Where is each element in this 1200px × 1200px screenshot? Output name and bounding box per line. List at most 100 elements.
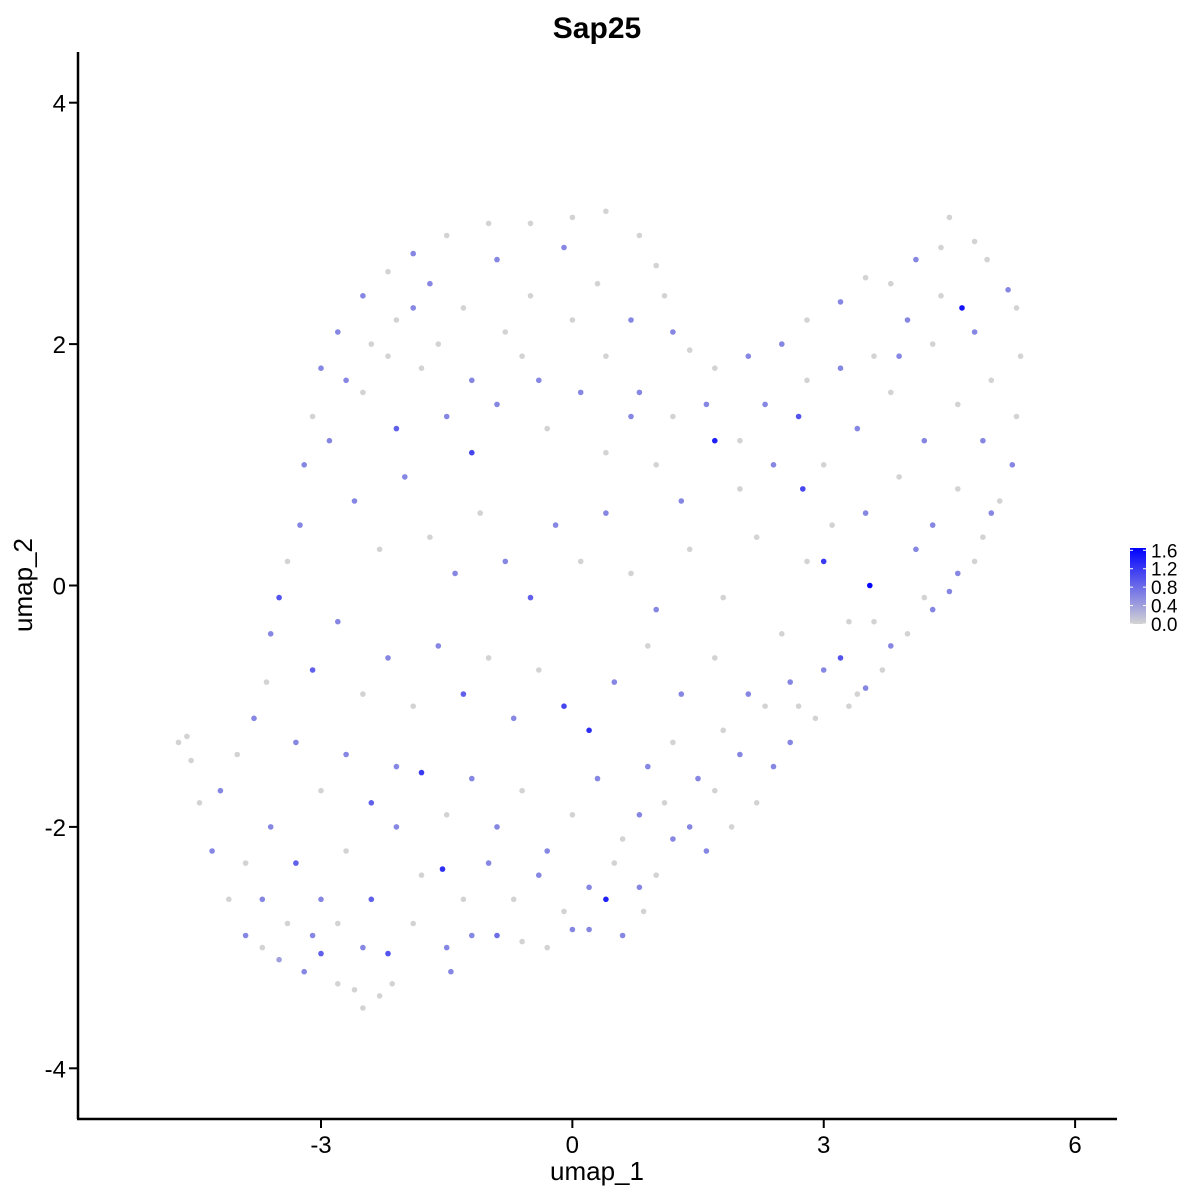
data-point [921, 437, 928, 444]
data-point [569, 214, 576, 221]
data-point [594, 775, 601, 782]
data-point [753, 800, 760, 806]
data-point [385, 268, 391, 275]
data-point [980, 437, 986, 444]
data-point [351, 498, 358, 504]
data-point [812, 715, 819, 722]
data-point [477, 510, 484, 516]
data-point [611, 679, 618, 685]
data-point [955, 570, 961, 577]
data-point [234, 751, 240, 758]
data-point [603, 449, 609, 456]
data-point [762, 703, 768, 709]
data-point [552, 522, 559, 528]
data-point [343, 377, 349, 384]
data-point [217, 787, 224, 794]
data-point [913, 546, 919, 553]
data-point [510, 715, 517, 722]
colorbar-legend: 0.00.40.81.21.6 [1130, 541, 1178, 636]
data-point [318, 365, 324, 372]
data-point [854, 691, 861, 697]
data-point [335, 618, 341, 625]
data-point [984, 256, 990, 263]
data-point [485, 220, 492, 227]
data-point [988, 377, 995, 384]
data-point [318, 950, 324, 957]
data-point [640, 908, 647, 915]
data-point [971, 329, 978, 335]
data-point [360, 1005, 366, 1011]
data-point [820, 667, 827, 673]
data-point [460, 896, 467, 903]
data-point [494, 256, 500, 263]
data-point [938, 244, 944, 251]
data-point [297, 522, 303, 528]
data-point [494, 932, 500, 939]
data-point [188, 757, 194, 764]
data-point [561, 908, 567, 915]
data-point [867, 582, 873, 589]
data-point [519, 938, 525, 945]
data-point [955, 401, 961, 408]
data-point [929, 522, 936, 528]
data-point [653, 606, 659, 613]
data-point [888, 389, 894, 396]
data-point [309, 413, 316, 420]
data-point [184, 733, 190, 740]
data-point [527, 293, 534, 299]
data-point [1013, 305, 1020, 311]
data-point [309, 932, 316, 939]
data-point [435, 341, 442, 347]
data-point [368, 896, 375, 903]
data-point [376, 546, 383, 553]
data-point [594, 280, 601, 287]
data-point [196, 800, 203, 806]
data-point [460, 691, 467, 697]
data-point [561, 244, 567, 251]
y-tick-label: -4 [45, 1056, 66, 1083]
data-point [276, 594, 282, 601]
data-point [577, 558, 584, 565]
data-point [343, 751, 349, 758]
data-point [544, 425, 550, 432]
data-point [653, 872, 659, 878]
x-axis-ticks: -3 0 3 6 [310, 1119, 1082, 1159]
data-point [586, 884, 592, 891]
data-point [888, 643, 894, 649]
data-point [787, 739, 793, 746]
data-point [402, 474, 408, 480]
data-point [393, 824, 400, 830]
data-point [645, 763, 651, 770]
data-point [385, 950, 391, 957]
data-point [745, 353, 752, 360]
data-point [335, 329, 341, 335]
colorbar-label: 1.6 [1151, 541, 1177, 562]
data-point [686, 546, 693, 553]
data-point [267, 824, 274, 830]
data-point [753, 534, 760, 540]
data-point [645, 643, 651, 649]
data-point [720, 594, 726, 601]
x-tick-label: -3 [310, 1132, 331, 1159]
data-point [544, 848, 550, 854]
data-point [955, 486, 961, 492]
data-point [695, 775, 701, 782]
data-point [435, 643, 442, 649]
data-point [284, 558, 291, 565]
colorbar-label: 0.8 [1151, 578, 1177, 599]
data-point [510, 896, 517, 903]
data-point [820, 462, 827, 468]
y-axis-label: umap_2 [8, 538, 38, 632]
data-point [603, 208, 609, 215]
data-point [670, 329, 676, 335]
data-point [326, 437, 333, 444]
data-point [619, 932, 626, 939]
data-point [452, 570, 458, 577]
data-point [485, 655, 492, 661]
data-point [929, 606, 936, 613]
data-point [527, 220, 534, 227]
data-point [770, 462, 777, 468]
data-point [427, 280, 433, 287]
data-point [351, 987, 358, 993]
y-tick-label: 2 [53, 332, 66, 359]
